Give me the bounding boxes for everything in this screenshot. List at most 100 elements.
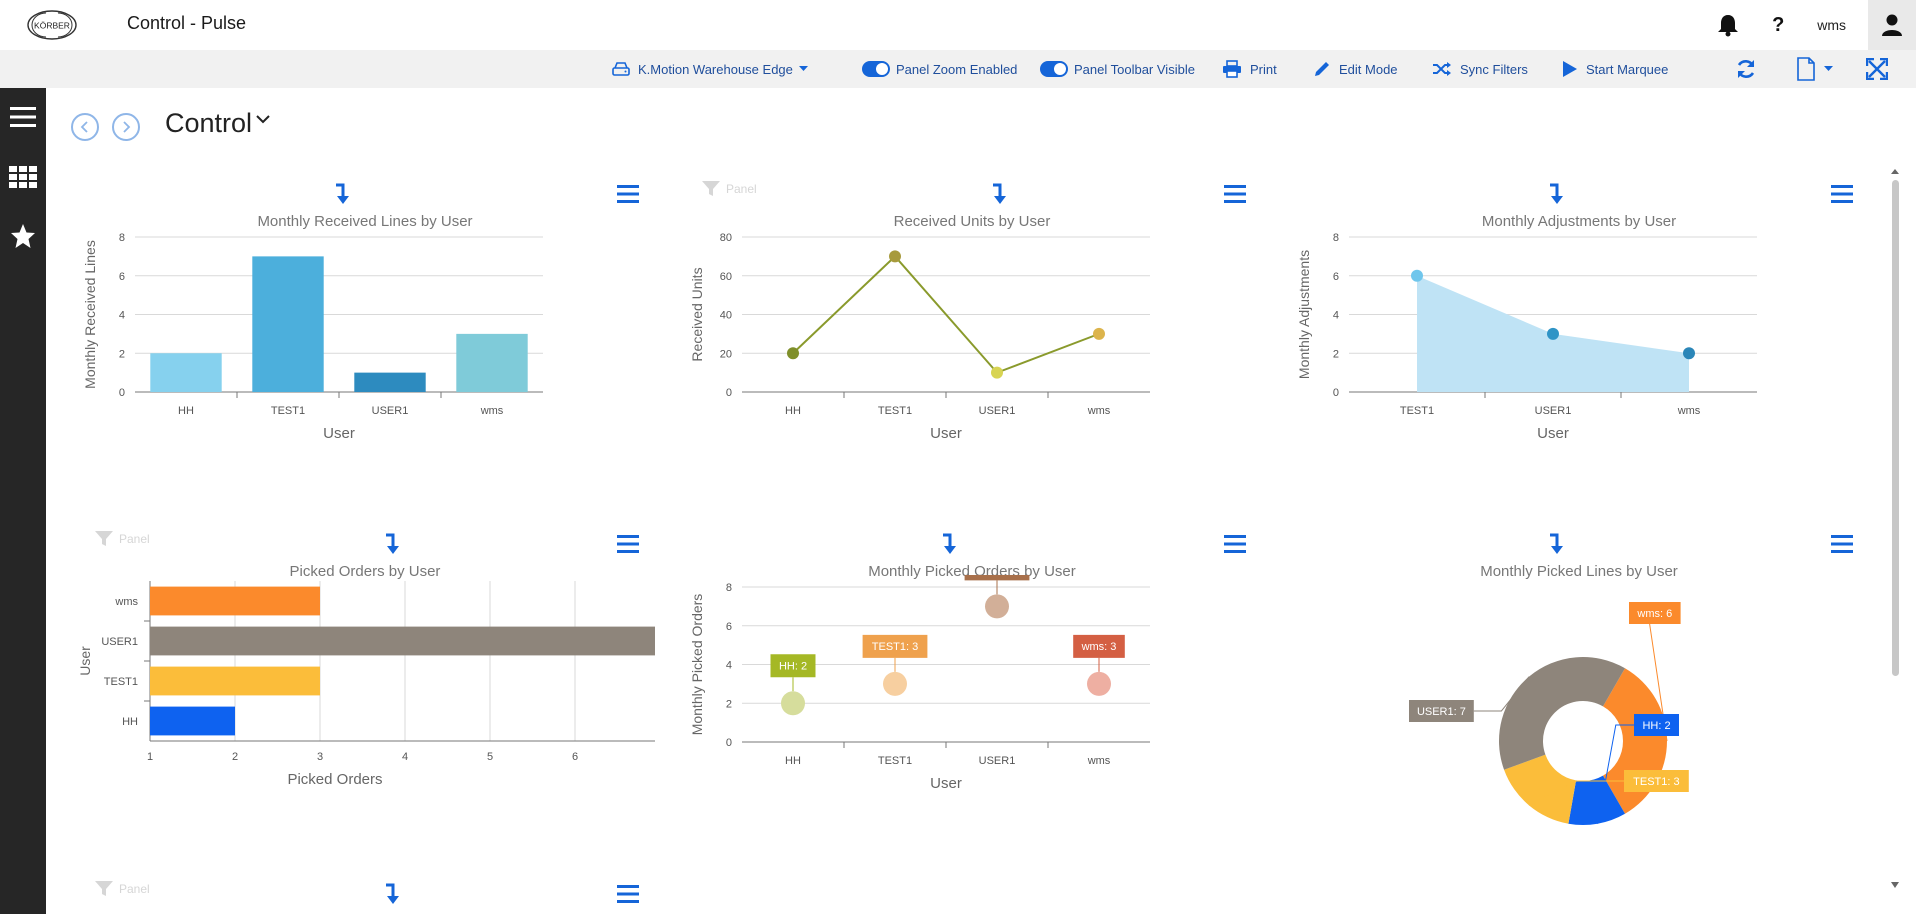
user-name[interactable]: wms — [1817, 17, 1846, 33]
document-icon — [1797, 57, 1815, 81]
received-lines-bar-chart: 0 2 4 6 8 HH TEST1 USER1 wms User Monthly Received… — [82, 232, 543, 442]
pie-slice — [1504, 754, 1577, 824]
x-axis-label: Picked Orders — [287, 771, 382, 788]
drill-down-icon[interactable] — [383, 883, 401, 905]
panel-menu-icon[interactable] — [617, 185, 639, 203]
x-axis-label: User — [323, 425, 355, 442]
panel-filter[interactable]: Panel — [95, 881, 150, 897]
back-button[interactable] — [71, 113, 99, 141]
x-tick-label: TEST1 — [878, 755, 912, 767]
x-tick-label: HH — [785, 755, 801, 767]
panel-title: Monthly Picked Lines by User — [1480, 563, 1678, 580]
x-tick-label: wms — [1677, 405, 1701, 417]
panel-zoom-toggle[interactable]: Panel Zoom Enabled — [862, 50, 1017, 88]
data-label-box — [1624, 770, 1689, 792]
panel-monthly-picked-lines: Monthly Picked Lines by User wms: 6 HH: 2… — [1289, 525, 1869, 865]
print-label: Print — [1250, 61, 1277, 77]
panel-menu-icon[interactable] — [1831, 185, 1853, 203]
data-label: HH: 2 — [1642, 720, 1670, 732]
panel-menu-icon[interactable] — [617, 885, 639, 903]
apps-grid-icon[interactable] — [9, 163, 37, 191]
start-marquee-button[interactable]: Start Marquee — [1562, 50, 1668, 88]
panel-menu-icon[interactable] — [617, 535, 639, 553]
data-point — [1683, 347, 1695, 360]
bar — [150, 586, 320, 616]
y-tick-label: 4 — [726, 660, 732, 672]
dashboard-toolbar: K.Motion Warehouse Edge Panel Zoom Enabl… — [0, 50, 1916, 88]
favorites-star-icon[interactable] — [9, 222, 37, 250]
data-label: HH: 2 — [779, 660, 807, 672]
fullscreen-button[interactable] — [1866, 50, 1896, 88]
label-connector — [1597, 724, 1634, 824]
shuffle-icon — [1433, 62, 1451, 76]
panel-menu-icon[interactable] — [1224, 185, 1246, 203]
sync-filters-button[interactable]: Sync Filters — [1432, 50, 1528, 88]
panel-menu-icon[interactable] — [1224, 535, 1246, 553]
x-axis-label: User — [1537, 425, 1569, 442]
bell-icon[interactable] — [1703, 0, 1753, 50]
y-tick-label: 6 — [119, 271, 125, 283]
y-tick-label: 40 — [720, 310, 732, 322]
y-tick-label: 0 — [726, 737, 732, 749]
scrollbar-thumb[interactable] — [1892, 180, 1899, 676]
drill-down-icon[interactable] — [333, 183, 351, 205]
drill-down-icon[interactable] — [940, 533, 958, 555]
y-tick-label: 0 — [726, 387, 732, 399]
y-tick-label: 0 — [1333, 387, 1339, 399]
print-button[interactable]: Print — [1222, 50, 1277, 88]
bar — [150, 666, 320, 696]
filter-label: Panel — [726, 182, 757, 196]
drill-down-icon[interactable] — [1547, 533, 1565, 555]
toggle-switch[interactable] — [862, 61, 890, 77]
drill-down-icon[interactable] — [990, 183, 1008, 205]
user-avatar-button[interactable] — [1868, 0, 1916, 50]
adjustments-area-chart: 0 2 4 6 8 TEST1 USER1 wms User Monthly Adjustment… — [1296, 232, 1757, 442]
x-tick-label: TEST1 — [1400, 405, 1434, 417]
panel-title: Picked Orders by User — [289, 563, 441, 580]
drill-down-icon[interactable] — [1547, 183, 1565, 205]
series-line — [792, 254, 1100, 374]
data-label: wms: 6 — [1636, 608, 1672, 620]
panel-filter[interactable]: Panel — [95, 531, 150, 547]
data-label-box — [1634, 714, 1679, 736]
warehouse-select[interactable]: K.Motion Warehouse Edge — [612, 50, 808, 88]
refresh-button[interactable] — [1735, 50, 1765, 88]
toggle-switch[interactable] — [1040, 61, 1068, 77]
document-menu-button[interactable] — [1796, 50, 1841, 88]
drill-down-icon[interactable] — [383, 533, 401, 555]
panel-filter[interactable]: Panel — [702, 181, 757, 197]
scrollbar[interactable] — [1890, 168, 1900, 890]
chevron-down-icon[interactable] — [256, 114, 270, 124]
x-tick-label: USER1 — [979, 405, 1016, 417]
korber-logo: KÖRBER — [27, 10, 77, 40]
refresh-icon — [1737, 60, 1755, 78]
data-label-box — [1409, 700, 1474, 722]
print-icon — [1223, 60, 1241, 78]
edit-mode-button[interactable]: Edit Mode — [1313, 50, 1398, 88]
help-icon[interactable]: ? — [1772, 13, 1785, 36]
data-point — [985, 594, 1009, 619]
hamburger-menu-icon[interactable] — [9, 103, 37, 131]
received-units-line-chart: 0 20 40 60 80 HH TEST1 USER1 wms User Received Uni… — [689, 232, 1150, 442]
page-title[interactable]: Control — [165, 108, 253, 138]
data-label: wms: 3 — [1081, 641, 1117, 653]
caret-down-icon — [1824, 66, 1833, 71]
panel-menu-icon[interactable] — [1831, 535, 1853, 553]
bar — [150, 353, 222, 392]
y-axis-label: Received Units — [689, 267, 705, 361]
x-tick-label: TEST1 — [271, 405, 305, 417]
y-axis-label: Monthly Received Lines — [82, 240, 98, 389]
caret-down-icon — [798, 66, 808, 71]
panel-toolbar-toggle[interactable]: Panel Toolbar Visible — [1040, 50, 1195, 88]
x-tick-label: USER1 — [979, 755, 1016, 767]
y-tick-label: 6 — [1333, 271, 1339, 283]
bar — [150, 626, 655, 656]
sync-filters-label: Sync Filters — [1460, 61, 1528, 77]
data-point — [883, 671, 907, 696]
play-icon — [1563, 61, 1577, 77]
expand-icon — [1866, 58, 1888, 80]
y-axis-label: User — [77, 646, 93, 676]
forward-button[interactable] — [112, 113, 140, 141]
app-title: Control - Pulse — [127, 13, 247, 33]
panel-picked-orders: Panel Picked Orders by User 1234567wmsUS… — [75, 525, 655, 865]
